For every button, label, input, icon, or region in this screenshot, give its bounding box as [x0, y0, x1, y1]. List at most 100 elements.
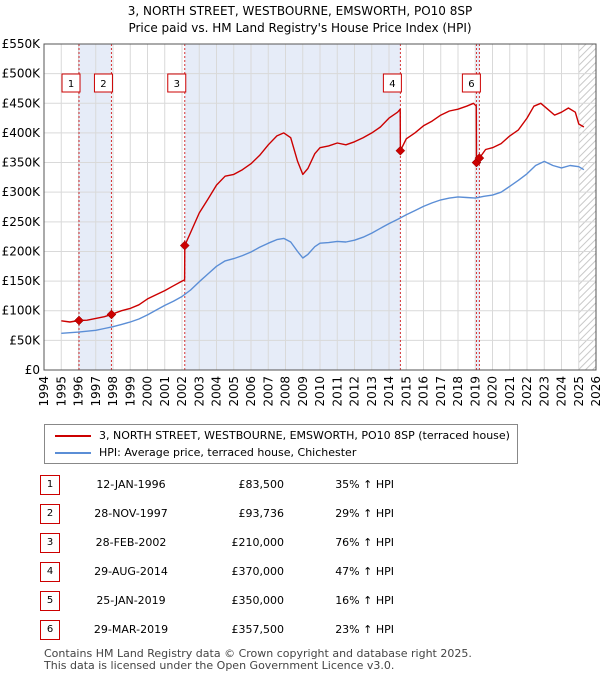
x-tick-label: 2013 [365, 376, 379, 407]
table-row: 4 29-AUG-2014 £370,000 47% ↑ HPI [40, 557, 394, 586]
row-badge-cell: 6 [40, 615, 76, 644]
price-chart: £0 £50K £100K £150K £200K £250K £300K £350K £400… [2, 37, 600, 407]
x-tick-label: 2026 [589, 376, 600, 407]
y-tick-label: £0 [25, 363, 40, 377]
x-tick-label: 2014 [382, 376, 396, 407]
marker-box [382, 73, 402, 93]
row-price: £370,000 [231, 565, 285, 578]
sale-point-3 [179, 240, 190, 251]
x-tick-label: 2022 [520, 376, 534, 407]
legend: 3, NORTH STREET, WESTBOURNE, EMSWORTH, P… [44, 424, 518, 464]
legend-item-hpi: HPI: Average price, terraced house, Chic… [55, 445, 356, 461]
legend-swatch-hpi [55, 452, 91, 454]
y-tick-label: £450K [2, 96, 42, 110]
row-date: 12-JAN-1996 [96, 478, 166, 491]
x-tick-label: 2010 [313, 376, 327, 407]
row-badge: 1 [40, 474, 60, 495]
table-row: 2 28-NOV-1997 £93,736 29% ↑ HPI [40, 499, 394, 528]
y-tick-label: £50K [9, 333, 41, 347]
x-tick-label: 2009 [296, 376, 310, 407]
marker-label-3: 3 [167, 73, 187, 93]
marker-number: 3 [174, 79, 180, 90]
row-badge-cell: 3 [40, 528, 76, 557]
y-tick-label: £550K [2, 37, 42, 51]
y-tick-label: £250K [2, 215, 42, 229]
x-tick-label: 1998 [106, 376, 120, 407]
row-price: £93,736 [238, 507, 285, 520]
shaded-range-3 [476, 44, 480, 370]
x-tick-label: 2018 [451, 376, 465, 407]
x-tick-label: 1999 [123, 376, 137, 407]
x-tick-label: 2024 [555, 376, 569, 407]
marker-number: 2 [100, 79, 106, 90]
row-badge: 3 [40, 532, 60, 553]
table-row: 6 29-MAR-2019 £357,500 23% ↑ HPI [40, 615, 394, 644]
x-tick-label: 2020 [486, 376, 500, 407]
marker-box [167, 73, 187, 93]
row-badge-cell: 2 [40, 499, 76, 528]
row-date: 28-FEB-2002 [95, 536, 167, 549]
row-badge: 5 [40, 590, 60, 611]
row-badge: 6 [40, 619, 60, 640]
footer-licence: This data is licensed under the Open Gov… [44, 659, 395, 672]
row-hpi-change: 23% ↑ HPI [335, 623, 394, 636]
x-tick-label: 1994 [37, 376, 51, 407]
row-hpi-change: 16% ↑ HPI [335, 594, 394, 607]
x-tick-label: 2019 [468, 376, 482, 407]
sale-point-1 [74, 315, 84, 326]
hpi-line [61, 160, 585, 334]
row-date: 29-MAR-2019 [93, 623, 169, 636]
x-tick-label: 2016 [417, 376, 431, 407]
x-tick-label: 2011 [330, 376, 344, 407]
marker-label-2: 2 [93, 73, 113, 93]
x-tick-label: 1997 [89, 376, 103, 407]
row-hpi-change: 76% ↑ HPI [335, 536, 394, 549]
marker-number: 1 [68, 79, 74, 90]
y-tick-label: £100K [2, 304, 42, 318]
shaded-range-2 [184, 44, 401, 370]
row-price: £210,000 [231, 536, 285, 549]
row-badge: 2 [40, 503, 60, 524]
row-price: £350,000 [231, 594, 285, 607]
marker-number: 6 [468, 79, 474, 90]
y-tick-label: £350K [2, 156, 42, 170]
marker-box [461, 73, 481, 93]
x-tick-label: 2008 [279, 376, 293, 407]
x-tick-label: 2012 [348, 376, 362, 407]
legend-swatch-property [55, 435, 91, 437]
x-tick-label: 1995 [54, 376, 68, 407]
y-tick-label: £500K [2, 67, 42, 81]
x-tick-label: 2001 [158, 376, 172, 407]
x-tick-label: 1996 [72, 376, 86, 407]
marker-label-4: 4 [382, 73, 402, 93]
row-badge-cell: 1 [40, 470, 76, 499]
row-hpi-change: 47% ↑ HPI [335, 565, 394, 578]
row-date: 25-JAN-2019 [96, 594, 166, 607]
x-tick-label: 2025 [572, 376, 586, 407]
footer-copyright: Contains HM Land Registry data © Crown c… [44, 647, 472, 660]
legend-item-property: 3, NORTH STREET, WESTBOURNE, EMSWORTH, P… [55, 428, 510, 444]
footer: Contains HM Land Registry data © Crown c… [44, 648, 472, 672]
x-tick-label: 2023 [537, 376, 551, 407]
x-tick-label: 2007 [261, 376, 275, 407]
row-badge: 4 [40, 561, 60, 582]
y-tick-label: £200K [2, 244, 42, 258]
sale-point-2 [106, 309, 117, 320]
sale-point-4 [395, 145, 406, 156]
row-date: 28-NOV-1997 [94, 507, 168, 520]
row-date: 29-AUG-2014 [94, 565, 168, 578]
hatched-forecast-area [578, 44, 596, 370]
row-badge-cell: 5 [40, 586, 76, 615]
x-tick-label: 2004 [210, 376, 224, 407]
legend-label-hpi: HPI: Average price, terraced house, Chic… [99, 446, 357, 459]
marker-number: 4 [389, 79, 395, 90]
x-tick-label: 2005 [227, 376, 241, 407]
marker-label-6: 6 [461, 73, 481, 93]
x-tick-label: 2015 [399, 376, 413, 407]
x-tick-label: 2006 [244, 376, 258, 407]
marker-box [61, 73, 81, 93]
row-badge-cell: 4 [40, 557, 76, 586]
transactions-table: 1 12-JAN-1996 £83,500 35% ↑ HPI 2 28-NOV-1997… [40, 470, 394, 644]
row-hpi-change: 29% ↑ HPI [335, 507, 394, 520]
chart-title: 3, NORTH STREET, WESTBOURNE, EMSWORTH, P… [127, 4, 473, 18]
